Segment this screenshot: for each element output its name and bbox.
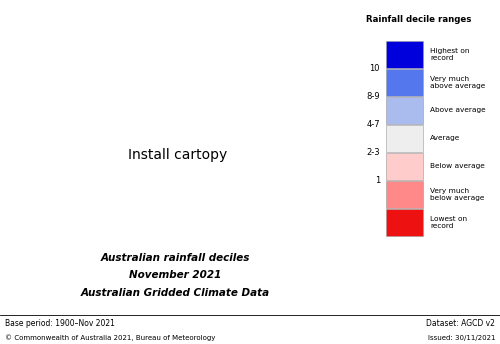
Text: Issued: 30/11/2021: Issued: 30/11/2021: [428, 335, 495, 341]
Bar: [386, 69, 422, 96]
Text: 1: 1: [374, 176, 380, 185]
Text: Install cartopy: Install cartopy: [128, 148, 227, 162]
Text: Below average: Below average: [430, 163, 485, 169]
Text: Australian Gridded Climate Data: Australian Gridded Climate Data: [80, 288, 270, 298]
Text: Australian rainfall deciles: Australian rainfall deciles: [100, 253, 250, 263]
Bar: [386, 125, 422, 152]
Text: Dataset: AGCD v2: Dataset: AGCD v2: [426, 319, 495, 328]
Text: Highest on
record: Highest on record: [430, 47, 470, 61]
Bar: [386, 41, 422, 67]
Text: 4-7: 4-7: [366, 120, 380, 129]
Text: Average: Average: [430, 135, 460, 141]
Text: 2-3: 2-3: [366, 148, 380, 157]
Text: Very much
below average: Very much below average: [430, 188, 484, 201]
Text: Above average: Above average: [430, 107, 486, 113]
Text: November 2021: November 2021: [129, 270, 221, 280]
Bar: [386, 153, 422, 180]
Bar: [386, 209, 422, 236]
Text: Very much
above average: Very much above average: [430, 76, 486, 89]
Bar: [386, 181, 422, 208]
Bar: [386, 97, 422, 123]
Text: 8-9: 8-9: [366, 92, 380, 101]
Text: Base period: 1900–Nov 2021: Base period: 1900–Nov 2021: [5, 319, 115, 328]
Text: Rainfall decile ranges: Rainfall decile ranges: [366, 15, 471, 24]
Text: Lowest on
record: Lowest on record: [430, 216, 467, 229]
Text: 10: 10: [370, 64, 380, 73]
Text: © Commonwealth of Australia 2021, Bureau of Meteorology: © Commonwealth of Australia 2021, Bureau…: [5, 334, 216, 341]
